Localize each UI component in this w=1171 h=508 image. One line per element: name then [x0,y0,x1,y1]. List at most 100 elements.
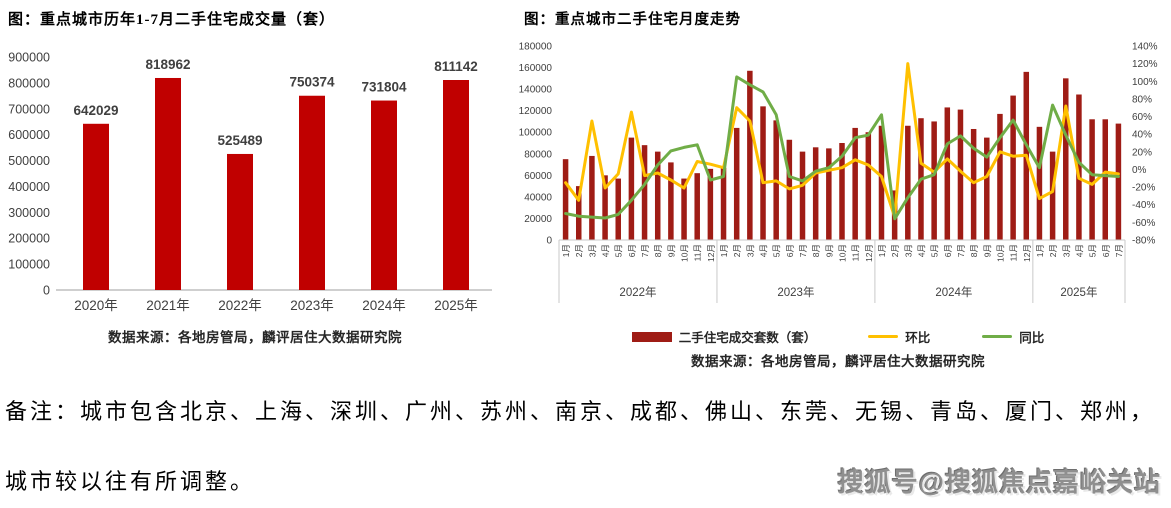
svg-text:20%: 20% [1132,147,1152,158]
svg-text:10月: 10月 [838,244,848,262]
svg-text:4月: 4月 [601,244,611,257]
note-line-1: 备注：城市包含北京、上海、深圳、广州、苏州、南京、成都、佛山、东莞、无锡、青岛、… [5,399,1156,424]
svg-text:6月: 6月 [1101,244,1111,257]
legend-swatch-line [982,334,1013,339]
svg-text:2022年: 2022年 [619,285,656,299]
svg-text:-60%: -60% [1132,218,1155,229]
svg-text:9月: 9月 [982,244,992,257]
svg-text:2022年: 2022年 [218,298,262,313]
svg-text:2025年: 2025年 [434,298,478,313]
svg-text:2025年: 2025年 [1060,285,1097,299]
svg-text:0: 0 [43,284,50,298]
svg-text:180000: 180000 [519,42,553,53]
svg-text:1月: 1月 [561,244,571,257]
svg-text:11月: 11月 [1009,244,1019,261]
svg-text:8月: 8月 [969,244,979,257]
svg-text:40000: 40000 [524,192,552,203]
svg-text:700000: 700000 [8,102,50,116]
right-chart-title: 图：重点城市二手住宅月度走势 [524,12,741,28]
svg-text:900000: 900000 [8,51,50,65]
legend-swatch-line [868,334,899,339]
svg-text:12月: 12月 [864,244,874,262]
svg-text:-80%: -80% [1132,236,1155,247]
svg-text:160000: 160000 [519,63,553,74]
svg-text:120%: 120% [1132,59,1158,70]
svg-text:3月: 3月 [903,244,913,257]
svg-text:4月: 4月 [759,244,769,257]
svg-text:2023年: 2023年 [290,298,334,313]
watermark: 搜狐号@搜狐焦点嘉峪关站 [837,467,1161,497]
svg-text:12月: 12月 [1022,244,1032,262]
svg-text:3月: 3月 [1061,244,1071,257]
svg-text:9月: 9月 [824,244,834,257]
svg-text:9月: 9月 [666,244,676,257]
svg-text:8月: 8月 [653,244,663,257]
svg-text:40%: 40% [1132,130,1152,141]
right-chart-source: 数据来源：各地房管局，麟评居住大数据研究院 [691,354,985,369]
svg-text:12月: 12月 [706,244,716,262]
annual-bar-chart: 0 100000 200000 300000 400000 500000 600000 700… [8,51,492,313]
legend-swatch-bar [631,331,672,342]
svg-text:140%: 140% [1132,42,1158,53]
svg-text:60000: 60000 [524,171,552,182]
svg-text:818962: 818962 [145,57,190,72]
legend-label: 同比 [1019,331,1045,345]
svg-text:5月: 5月 [1088,244,1098,257]
svg-text:8月: 8月 [811,244,821,257]
svg-text:7月: 7月 [956,244,966,257]
svg-text:20000: 20000 [524,214,552,225]
monthly-combo-chart: 0 20000 40000 60000 80000 100000 120000 140000 1… [519,42,1158,303]
svg-text:2024年: 2024年 [935,285,972,299]
svg-text:60%: 60% [1132,112,1152,123]
svg-text:11月: 11月 [851,244,861,261]
chart-legend: 二手住宅成交套数（套） 环比 同比 [505,327,1171,346]
svg-text:2月: 2月 [890,244,900,257]
svg-text:0%: 0% [1132,165,1147,176]
svg-text:1月: 1月 [719,244,729,257]
svg-text:0: 0 [546,236,552,247]
note-line-2: 城市较以往有所调整。 [5,469,256,494]
svg-text:1月: 1月 [1035,244,1045,257]
svg-text:2020年: 2020年 [74,298,118,313]
svg-text:100000: 100000 [519,128,553,139]
svg-text:3月: 3月 [745,244,755,257]
svg-text:2月: 2月 [1048,244,1058,257]
svg-text:2月: 2月 [732,244,742,257]
legend-label: 二手住宅成交套数（套） [678,331,817,345]
svg-text:10月: 10月 [995,244,1005,262]
svg-text:500000: 500000 [8,154,50,168]
legend-item: 同比 [982,327,1044,346]
legend-label: 环比 [905,331,931,345]
svg-text:7月: 7月 [1114,244,1124,257]
svg-text:100%: 100% [1132,77,1158,88]
svg-text:5月: 5月 [772,244,782,257]
svg-text:4月: 4月 [916,244,926,257]
svg-text:642029: 642029 [73,103,118,118]
svg-text:10月: 10月 [680,244,690,262]
legend-item: 环比 [868,327,930,346]
svg-text:-20%: -20% [1132,183,1155,194]
svg-text:100000: 100000 [8,258,50,272]
svg-text:6月: 6月 [943,244,953,257]
svg-text:140000: 140000 [519,85,553,96]
left-chart-source: 数据来源：各地房管局，麟评居住大数据研究院 [108,330,402,345]
svg-text:2024年: 2024年 [362,298,406,313]
svg-text:-40%: -40% [1132,200,1155,211]
svg-text:2月: 2月 [574,244,584,257]
svg-text:5月: 5月 [614,244,624,257]
svg-text:4月: 4月 [1074,244,1084,257]
svg-text:731804: 731804 [361,80,407,95]
left-chart-title: 图：重点城市历年1-7月二手住宅成交量（套） [8,12,335,28]
svg-text:2021年: 2021年 [146,298,190,313]
svg-text:120000: 120000 [519,106,553,117]
svg-text:6月: 6月 [785,244,795,257]
svg-text:400000: 400000 [8,180,50,194]
svg-text:80000: 80000 [524,149,552,160]
svg-text:525489: 525489 [217,133,262,148]
svg-text:3月: 3月 [587,244,597,257]
svg-text:2023年: 2023年 [777,285,814,299]
svg-text:750374: 750374 [289,75,335,90]
svg-text:600000: 600000 [8,128,50,142]
svg-text:80%: 80% [1132,94,1152,105]
